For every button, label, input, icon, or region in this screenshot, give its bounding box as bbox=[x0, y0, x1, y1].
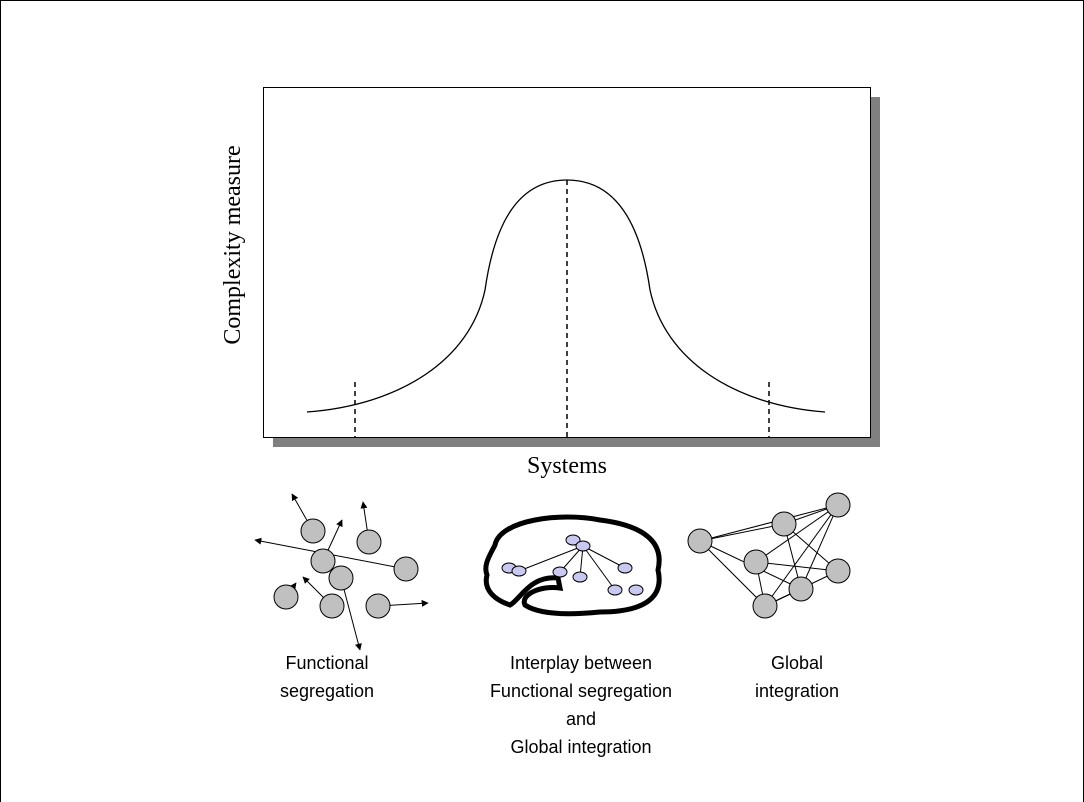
dashed-markers bbox=[354, 180, 770, 437]
panel-label: Functional segregation bbox=[490, 681, 672, 701]
panel-label: Global bbox=[771, 653, 823, 673]
panel-label: Functional bbox=[285, 653, 368, 673]
panel-label: integration bbox=[755, 681, 839, 701]
panel-label: and bbox=[566, 709, 596, 729]
panel-label: segregation bbox=[280, 681, 374, 701]
y-axis-label: Complexity measure bbox=[220, 145, 246, 344]
brain-icon bbox=[483, 514, 662, 617]
x-axis-label: Systems bbox=[527, 453, 607, 479]
panel-label: Global integration bbox=[510, 737, 651, 757]
panel-label: Interplay between bbox=[510, 653, 652, 673]
integration-icon bbox=[687, 492, 851, 619]
segregation-icon bbox=[254, 493, 429, 651]
